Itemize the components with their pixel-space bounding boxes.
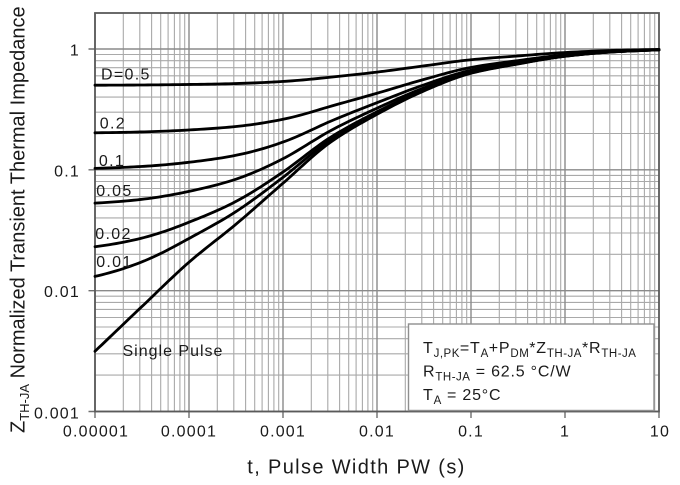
svg-text:0.001: 0.001 bbox=[260, 424, 306, 441]
svg-text:1: 1 bbox=[70, 43, 80, 60]
svg-text:0.001: 0.001 bbox=[34, 406, 80, 423]
svg-text:TJ,PK=TA+PDM*ZTH-JA*RTH-JA: TJ,PK=TA+PDM*ZTH-JA*RTH-JA bbox=[423, 340, 636, 360]
svg-text:0.01: 0.01 bbox=[359, 424, 395, 441]
svg-text:0.05: 0.05 bbox=[96, 183, 132, 200]
svg-text:0.0001: 0.0001 bbox=[161, 424, 217, 441]
svg-text:1: 1 bbox=[560, 424, 570, 441]
svg-text:ZTH-JA Normalized Transient Th: ZTH-JA Normalized Transient Thermal Impe… bbox=[8, 6, 32, 433]
svg-text:0.01: 0.01 bbox=[44, 284, 80, 301]
svg-text:0.00001: 0.00001 bbox=[63, 424, 129, 441]
svg-text:0.01: 0.01 bbox=[96, 254, 132, 271]
svg-text:D=0.5: D=0.5 bbox=[101, 67, 151, 84]
svg-text:TA = 25°C: TA = 25°C bbox=[423, 387, 501, 407]
svg-text:0.1: 0.1 bbox=[54, 163, 80, 180]
svg-text:0.1: 0.1 bbox=[99, 153, 125, 170]
svg-text:Single Pulse: Single Pulse bbox=[123, 343, 224, 360]
svg-text:0.2: 0.2 bbox=[100, 115, 126, 132]
svg-text:0.02: 0.02 bbox=[95, 226, 131, 243]
svg-text:0.1: 0.1 bbox=[458, 424, 484, 441]
svg-text:10: 10 bbox=[650, 424, 670, 441]
svg-text:t, Pulse Width PW (s): t, Pulse Width PW (s) bbox=[247, 457, 465, 479]
